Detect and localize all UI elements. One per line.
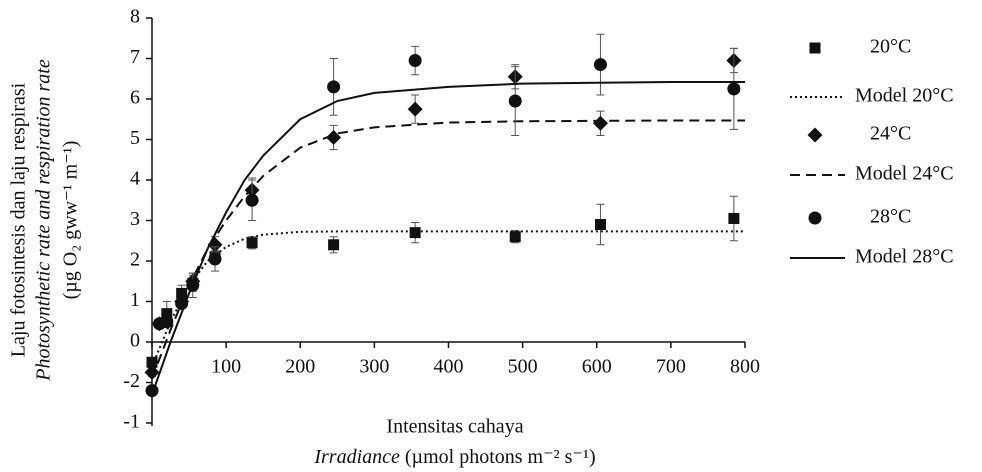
y-tick-label: 3 xyxy=(130,208,140,230)
legend-marker xyxy=(807,127,823,143)
marker xyxy=(509,231,521,243)
marker xyxy=(208,252,222,266)
model-line xyxy=(151,80,745,395)
y-tick-label: 6 xyxy=(130,87,140,109)
marker xyxy=(508,94,522,108)
marker xyxy=(592,115,608,131)
marker xyxy=(326,129,342,145)
legend-label: Model 24°C xyxy=(855,163,954,185)
y-axis-label: (µg O₂ gww⁻¹ m⁻¹) xyxy=(60,141,82,300)
legend-marker xyxy=(809,42,821,54)
marker xyxy=(161,308,173,320)
marker xyxy=(146,356,158,368)
x-axis-label: Intensitas cahaya xyxy=(386,416,523,438)
marker xyxy=(144,364,160,380)
x-tick-label: 700 xyxy=(656,356,686,378)
legend-label: 24°C xyxy=(870,123,911,145)
marker xyxy=(246,237,258,249)
marker xyxy=(245,193,259,207)
marker xyxy=(328,239,340,251)
y-tick-label: 0 xyxy=(130,330,140,352)
marker xyxy=(408,54,422,68)
legend-label: Model 28°C xyxy=(855,246,954,268)
x-axis-label-en: Irradiance xyxy=(313,446,400,468)
x-tick-label: 100 xyxy=(211,356,241,378)
marker xyxy=(728,212,740,224)
y-tick-label: 8 xyxy=(130,6,140,28)
marker xyxy=(160,315,174,329)
legend-marker xyxy=(808,211,822,225)
x-axis-label-unit: (µmol photons m⁻² s⁻¹) xyxy=(400,446,596,468)
marker xyxy=(407,101,423,117)
y-tick-label: -1 xyxy=(123,411,140,433)
y-axis-label: Laju fotosintesis dan laju respirasi xyxy=(8,82,30,357)
legend-label: Model 20°C xyxy=(855,85,954,107)
y-axis-label: Photosynthetic rate and respiration rate xyxy=(33,59,55,382)
marker xyxy=(594,219,606,231)
marker xyxy=(727,82,741,96)
x-tick-label: 500 xyxy=(508,356,538,378)
model-line xyxy=(151,119,745,379)
marker xyxy=(145,384,159,398)
x-axis-label: Irradiance (µmol photons m⁻² s⁻¹) xyxy=(313,446,595,468)
x-tick-label: 200 xyxy=(285,356,315,378)
x-tick-label: 600 xyxy=(582,356,612,378)
y-tick-label: 7 xyxy=(130,46,140,68)
y-tick-label: 5 xyxy=(130,127,140,149)
x-tick-label: 400 xyxy=(434,356,464,378)
y-tick-label: 4 xyxy=(130,168,140,190)
marker xyxy=(176,287,188,299)
marker xyxy=(327,80,341,94)
marker xyxy=(409,227,421,239)
y-tick-label: -2 xyxy=(123,370,140,392)
legend-label: 20°C xyxy=(870,36,911,58)
model-line xyxy=(151,230,745,367)
x-tick-label: 800 xyxy=(730,356,760,378)
x-tick-label: 300 xyxy=(359,356,389,378)
marker xyxy=(593,58,607,72)
y-tick-label: 2 xyxy=(130,249,140,271)
legend-label: 28°C xyxy=(870,206,911,228)
y-tick-label: 1 xyxy=(130,289,140,311)
